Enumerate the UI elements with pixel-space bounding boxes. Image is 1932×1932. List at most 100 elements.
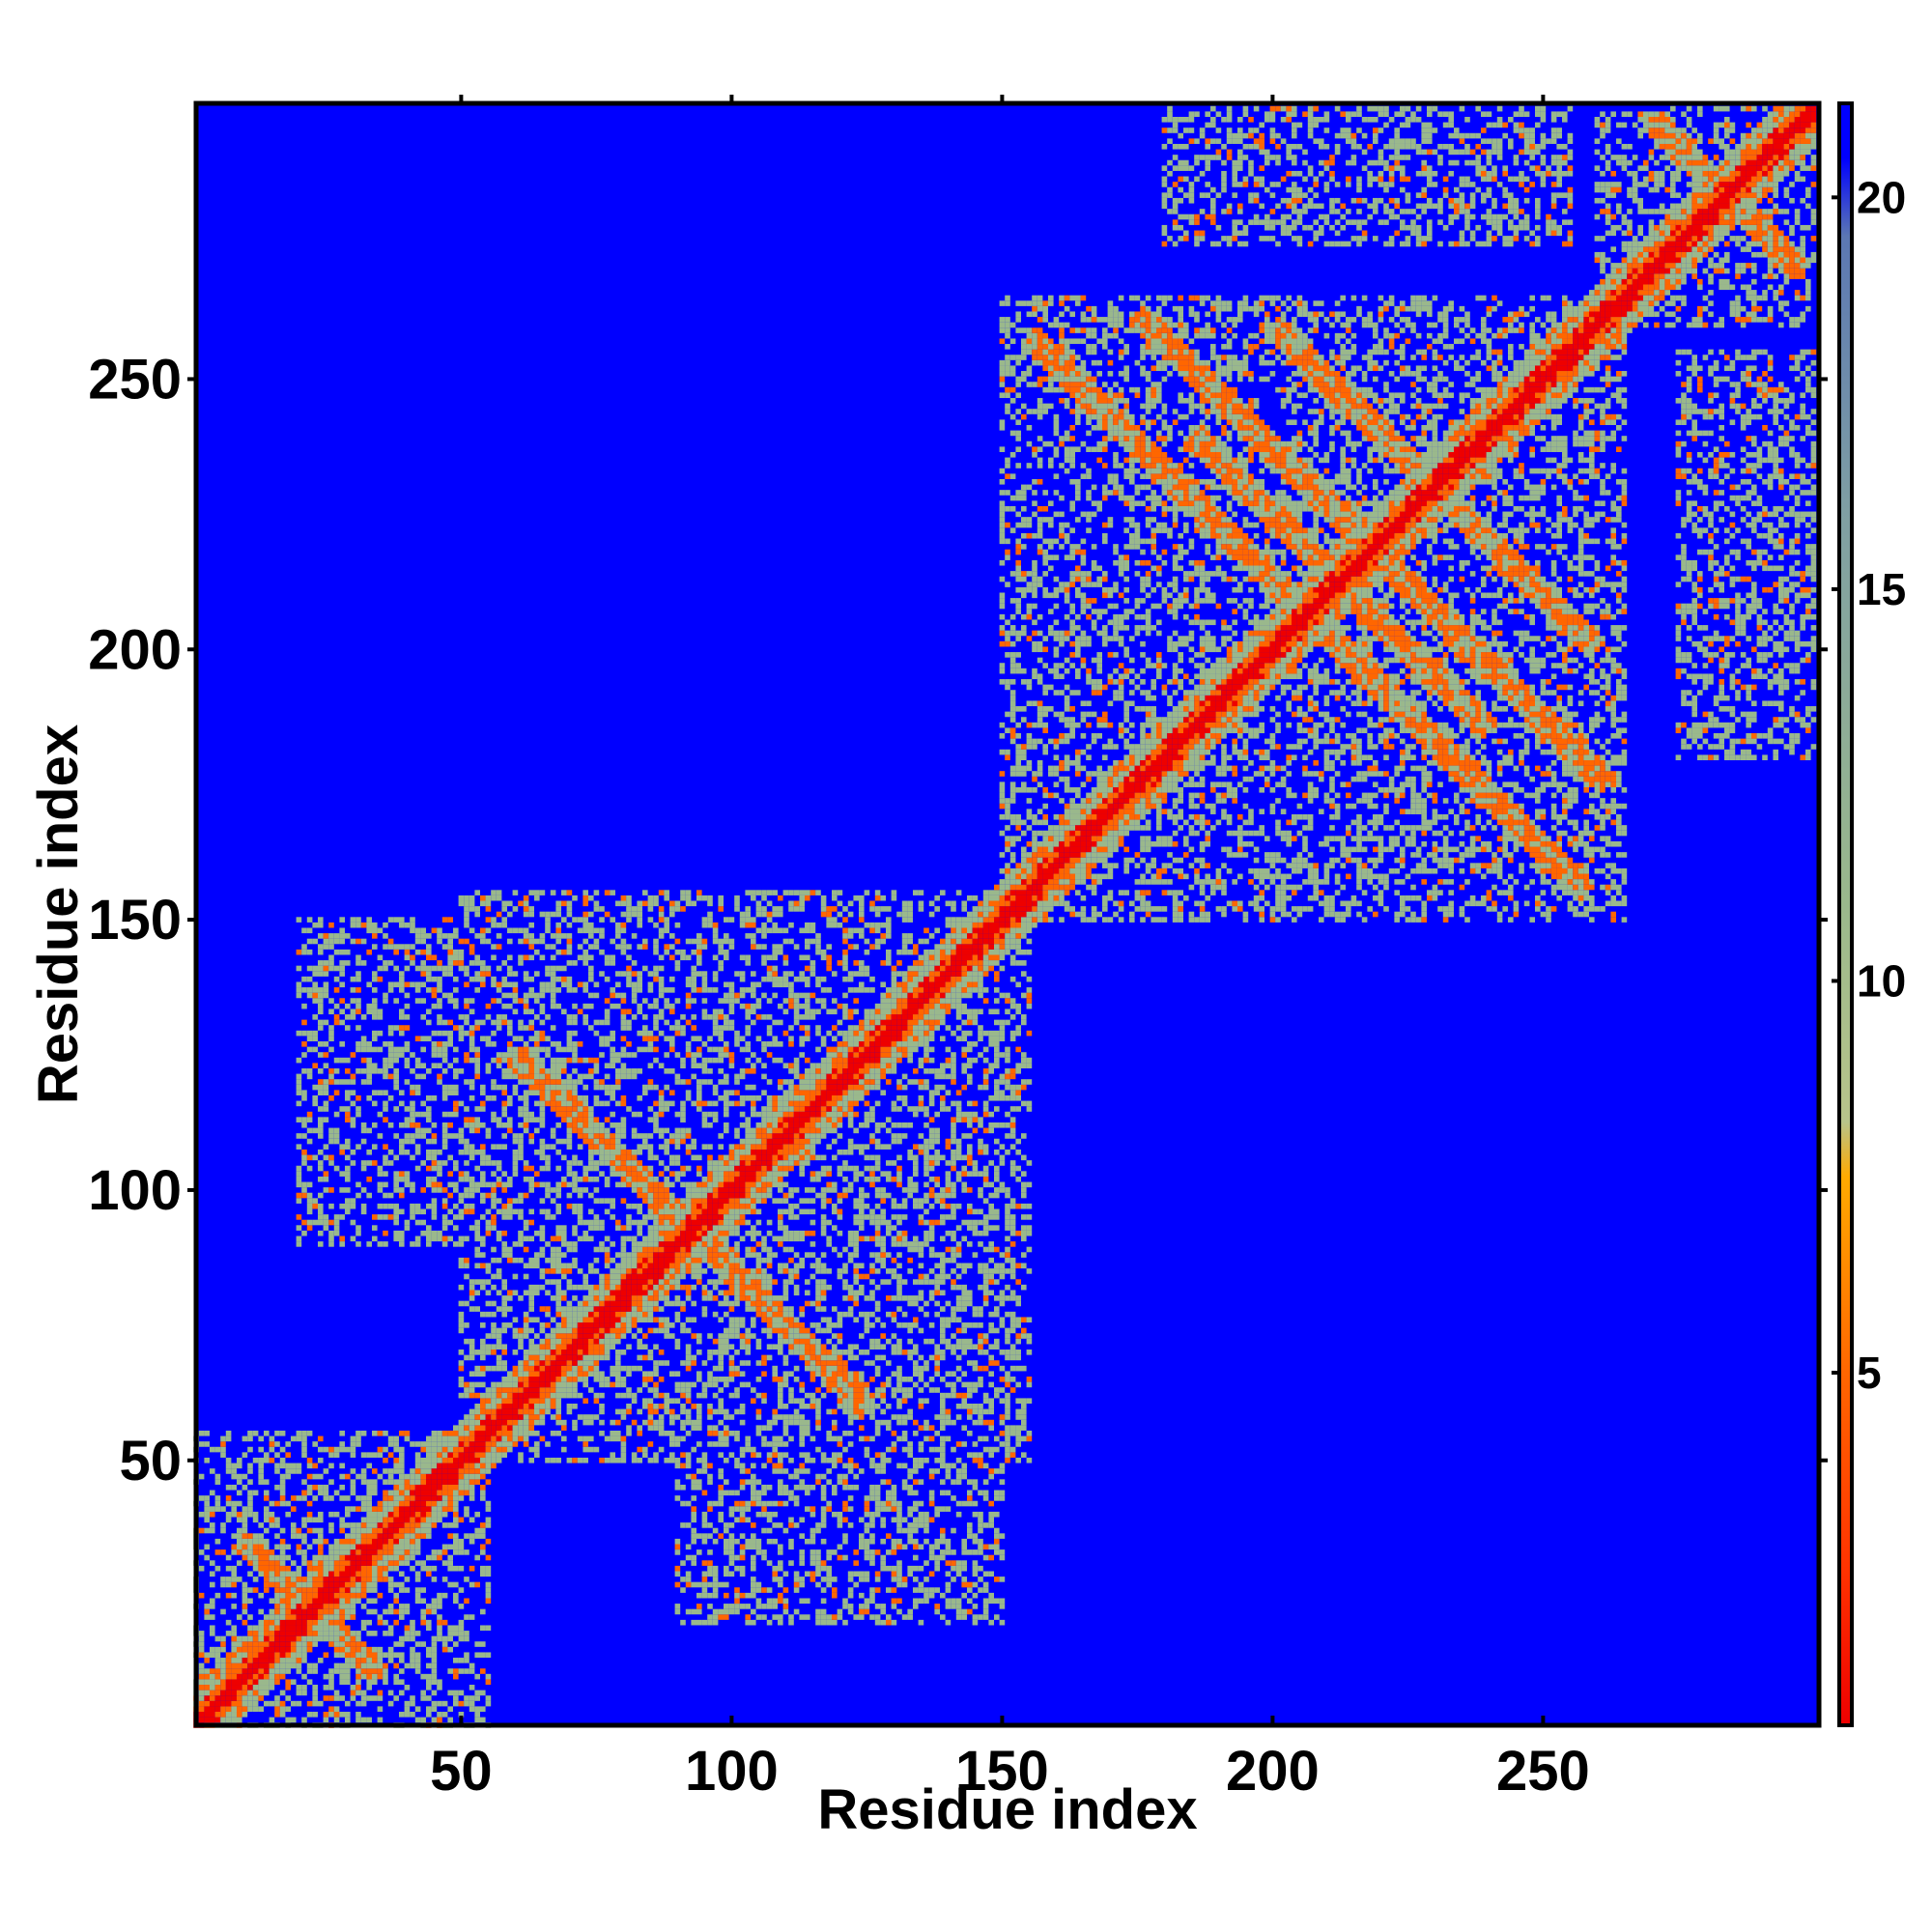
- heatmap-cell: [561, 1317, 567, 1323]
- heatmap-cell: [496, 1392, 502, 1399]
- heatmap-cell: [258, 1668, 264, 1674]
- heatmap-cell: [264, 1430, 270, 1436]
- heatmap-cell: [458, 1381, 465, 1388]
- heatmap-cell: [453, 1468, 459, 1474]
- heatmap-cell: [658, 1273, 665, 1280]
- heatmap-cell: [664, 1176, 669, 1182]
- heatmap-cell: [420, 1695, 426, 1701]
- heatmap-cell: [339, 1236, 345, 1242]
- heatmap-cell: [431, 1052, 438, 1058]
- heatmap-cell: [680, 1252, 686, 1258]
- heatmap-cell: [518, 938, 524, 945]
- heatmap-cell: [610, 1171, 615, 1177]
- heatmap-cell: [404, 1057, 411, 1064]
- heatmap-cell: [431, 1046, 438, 1053]
- heatmap-cell: [441, 1560, 448, 1566]
- heatmap-cell: [561, 1268, 567, 1274]
- heatmap-cell: [399, 1608, 405, 1615]
- heatmap-cell: [528, 938, 534, 945]
- heatmap-cell: [350, 1014, 356, 1020]
- heatmap-cell: [566, 1408, 573, 1415]
- heatmap-cell: [593, 1300, 600, 1307]
- heatmap-cell: [555, 1084, 561, 1091]
- heatmap-cell: [350, 1587, 356, 1593]
- heatmap-cell: [393, 1203, 399, 1209]
- heatmap-cell: [501, 1387, 507, 1393]
- heatmap-cell: [555, 1408, 561, 1415]
- heatmap-cell: [572, 1333, 578, 1339]
- heatmap-cell: [247, 1706, 253, 1713]
- heatmap-cell: [610, 1365, 615, 1372]
- heatmap-cell: [501, 1430, 507, 1436]
- heatmap-cell: [523, 1068, 529, 1074]
- heatmap-cell: [366, 1009, 372, 1015]
- heatmap-cell: [539, 1138, 546, 1145]
- heatmap-cell: [366, 1717, 372, 1723]
- heatmap-cell: [480, 1090, 486, 1095]
- heatmap-cell: [507, 1052, 513, 1058]
- heatmap-cell: [339, 1009, 345, 1015]
- heatmap-cell: [458, 895, 465, 901]
- heatmap-cell: [653, 1246, 659, 1253]
- heatmap-cell: [225, 1554, 232, 1561]
- heatmap-cell: [399, 1149, 405, 1155]
- heatmap-cell: [642, 890, 648, 895]
- heatmap-cell: [534, 1257, 540, 1264]
- heatmap-cell: [658, 1198, 665, 1204]
- heatmap-cell: [685, 1571, 692, 1577]
- heatmap-cell: [426, 1241, 432, 1247]
- heatmap-cell: [453, 1425, 459, 1431]
- heatmap-cell: [474, 1187, 480, 1193]
- heatmap-cell: [626, 1317, 632, 1323]
- heatmap-cell: [437, 1079, 442, 1085]
- heatmap-cell: [572, 1306, 578, 1312]
- heatmap-cell: [387, 1652, 394, 1659]
- heatmap-cell: [615, 900, 621, 907]
- heatmap-cell: [274, 1517, 280, 1523]
- heatmap-cell: [685, 1252, 692, 1258]
- heatmap-cell: [296, 1646, 302, 1653]
- heatmap-cell: [582, 1057, 588, 1064]
- heatmap-cell: [237, 1463, 242, 1469]
- heatmap-cell: [458, 1176, 465, 1182]
- heatmap-cell: [653, 1279, 659, 1285]
- heatmap-cell: [383, 1068, 388, 1074]
- heatmap-cell: [680, 1257, 686, 1264]
- heatmap-cell: [328, 1160, 334, 1166]
- heatmap-cell: [631, 1160, 638, 1166]
- heatmap-cell: [453, 1203, 459, 1209]
- heatmap-cell: [474, 1457, 480, 1463]
- heatmap-cell: [593, 1094, 600, 1101]
- heatmap-cell: [393, 1057, 399, 1064]
- heatmap-cell: [355, 1658, 361, 1663]
- heatmap-cell: [680, 1587, 686, 1593]
- heatmap-cell: [464, 1079, 469, 1085]
- heatmap-cell: [512, 1317, 519, 1323]
- heatmap-cell: [566, 1160, 573, 1166]
- heatmap-cell: [258, 1662, 264, 1669]
- heatmap-cell: [350, 1052, 356, 1058]
- heatmap-cell: [480, 1338, 486, 1345]
- heatmap-cell: [637, 1030, 642, 1037]
- heatmap-cell: [414, 1598, 421, 1605]
- heatmap-cell: [485, 1154, 492, 1161]
- heatmap-cell: [642, 1300, 648, 1307]
- heatmap-cell: [437, 960, 442, 966]
- heatmap-cell: [274, 1522, 280, 1528]
- heatmap-cell: [431, 1149, 438, 1155]
- heatmap-cell: [360, 1057, 367, 1064]
- heatmap-cell: [220, 1679, 226, 1686]
- heatmap-cell: [518, 1122, 524, 1128]
- heatmap-cell: [420, 1673, 426, 1680]
- heatmap-cell: [252, 1517, 259, 1523]
- heatmap-cell: [426, 1452, 432, 1458]
- heatmap-cell: [350, 1484, 356, 1491]
- heatmap-cell: [393, 1495, 399, 1501]
- heatmap-cell: [296, 981, 302, 988]
- heatmap-cell: [458, 1479, 465, 1485]
- heatmap-cell: [539, 1084, 546, 1091]
- heatmap-cell: [669, 1268, 675, 1274]
- heatmap-cell: [566, 1311, 573, 1318]
- heatmap-cell: [323, 992, 329, 999]
- heatmap-cell: [426, 1036, 432, 1042]
